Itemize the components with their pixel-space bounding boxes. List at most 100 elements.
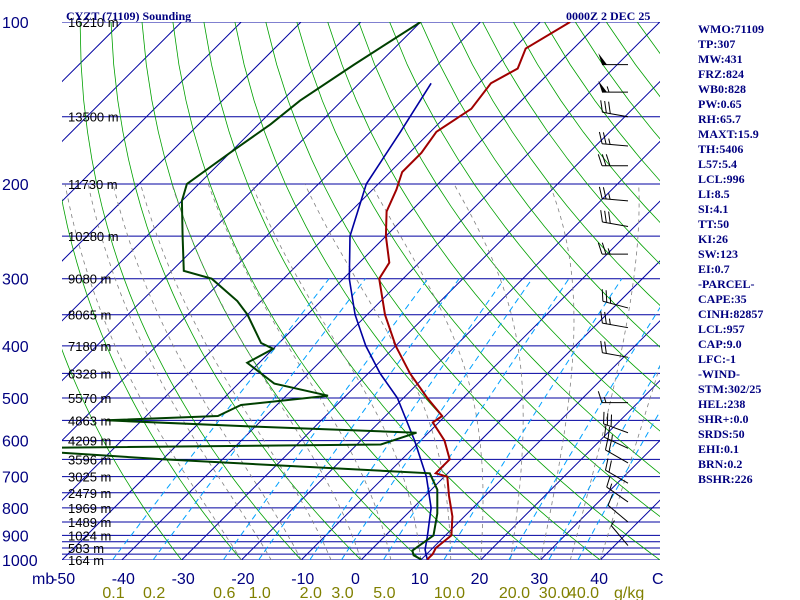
moist-adiabat [370, 183, 484, 560]
index-item: STM:302/25 [698, 382, 762, 396]
wind-barb [603, 425, 629, 449]
index-item: TT:50 [698, 217, 730, 231]
wind-barb [600, 311, 629, 329]
valid-time: 0000Z 2 DEC 25 [566, 9, 650, 23]
height-label: 3025 m [68, 470, 111, 485]
index-item: SRDS:50 [698, 427, 745, 441]
wind-barb [603, 411, 629, 434]
height-label: 8065 m [68, 308, 111, 323]
temperature-tick-label: -10 [291, 571, 314, 588]
index-item: TH:5406 [698, 142, 744, 156]
index-item: WMO:71109 [698, 22, 764, 36]
index-item: LCL:996 [698, 172, 745, 186]
moist-adiabat [599, 364, 660, 560]
wind-barb [606, 475, 629, 503]
index-item: SW:123 [698, 247, 739, 261]
height-label: 16210 m [68, 15, 119, 30]
parcel-trace [348, 82, 432, 560]
dry-adiabat [389, 22, 660, 390]
moist-adiabat [540, 183, 575, 560]
mixing-ratio-label: 5.0 [373, 585, 395, 600]
index-item: KI:26 [698, 232, 728, 246]
isotherm-line [62, 22, 541, 501]
height-label: 1024 m [68, 528, 111, 543]
temperature-tick-label: 10 [411, 571, 429, 588]
mixing-ratio-label: 0.2 [143, 585, 165, 600]
temperature-tick-label: 20 [471, 571, 489, 588]
moist-adiabat [171, 183, 362, 560]
mixing-ratio-line [340, 278, 533, 560]
temperature-unit-label: C [652, 571, 664, 588]
isotherm-line [62, 22, 242, 202]
height-label: 4209 m [68, 434, 111, 449]
isotherm-line [540, 439, 660, 560]
mixing-ratio-label: 2.0 [300, 585, 322, 600]
wind-barb [607, 494, 629, 523]
moist-adiabat [251, 183, 422, 560]
index-item: MAXT:15.9 [698, 127, 759, 141]
isotherm-line [480, 379, 660, 560]
wind-barb [597, 391, 628, 404]
dry-adiabat [79, 22, 302, 560]
profile-lines [62, 22, 571, 560]
mixing-ratio-label: 30.0 [539, 585, 570, 600]
height-label: 1969 m [68, 501, 111, 516]
dry-adiabat [172, 22, 481, 560]
temperature-tick-label: -40 [112, 571, 135, 588]
isotherm-line [62, 22, 182, 143]
mixing-ratio-line [222, 278, 429, 560]
index-item: L57:5.4 [698, 157, 737, 171]
moist-adiabat [453, 183, 524, 560]
index-item: -WIND- [698, 367, 740, 381]
index-item: HEL:238 [698, 397, 746, 411]
wind-barb [600, 340, 629, 358]
wind-barb [610, 520, 629, 546]
mixing-ratio-label: 0.1 [102, 585, 124, 600]
temperature-tick-label: -30 [172, 571, 195, 588]
moist-adiabat [87, 183, 272, 560]
wind-barb [604, 458, 629, 484]
index-item: MW:431 [698, 52, 743, 66]
isotherm-line [62, 22, 421, 382]
pressure-tick-label: 200 [2, 177, 29, 194]
dry-adiabat [482, 22, 660, 265]
isotherm-line [121, 22, 660, 560]
index-item: PW:0.65 [698, 97, 742, 111]
isotherm-line [62, 22, 481, 442]
temperature-tick-label: 30 [530, 571, 548, 588]
mixing-ratio-label: 1.0 [249, 585, 271, 600]
wind-barb [604, 438, 629, 464]
height-label: 164 m [68, 553, 104, 568]
dry-adiabat [296, 22, 660, 518]
wind-barb [598, 131, 629, 147]
temperature-tick-label: 40 [590, 571, 608, 588]
index-item: CAPE:35 [698, 292, 747, 306]
wind-barb [598, 186, 629, 202]
mixing-ratio-unit: g/kg [614, 585, 644, 600]
temperature-tick-label: -20 [231, 571, 254, 588]
wind-barb [598, 80, 628, 93]
pressure-unit-label: mb [32, 571, 54, 588]
index-item: FRZ:824 [698, 67, 744, 81]
isotherm-line [62, 22, 302, 262]
mixing-ratio-label: 20.0 [499, 585, 530, 600]
wind-barbs [597, 53, 629, 546]
height-label: 3596 m [68, 452, 111, 467]
height-label: 4863 m [68, 413, 111, 428]
index-item: SI:4.1 [698, 202, 729, 216]
height-label: 1489 m [68, 515, 111, 530]
mixing-ratio-line [443, 278, 623, 560]
dry-adiabat [265, 22, 660, 560]
station-title: CYZT (71109) Sounding [66, 9, 191, 23]
mixing-ratio-label: 40.0 [568, 585, 599, 600]
pressure-tick-label: 400 [2, 339, 29, 356]
index-item: LI:8.5 [698, 187, 730, 201]
grid-lines [62, 22, 660, 560]
pressure-tick-label: 500 [2, 391, 29, 408]
mixing-ratio-line [548, 365, 660, 560]
height-label: 10280 m [68, 229, 119, 244]
moist-adiabat [569, 183, 640, 560]
mixing-ratio-line [309, 278, 505, 560]
